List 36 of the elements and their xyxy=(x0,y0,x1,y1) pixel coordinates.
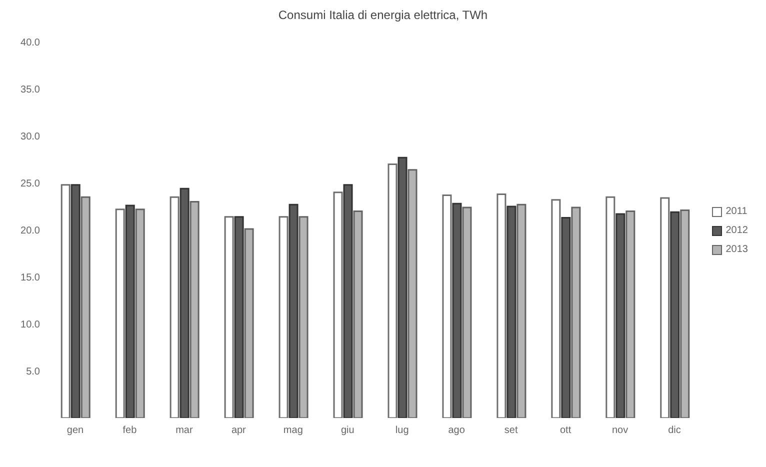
y-tick-label: 40.0 xyxy=(20,38,40,49)
legend-label: 2012 xyxy=(726,225,748,236)
y-tick-label: 5.0 xyxy=(26,366,40,378)
x-tick-label: mag xyxy=(283,425,303,436)
bar xyxy=(388,163,398,418)
legend-label: 2011 xyxy=(726,206,748,217)
bar xyxy=(333,192,343,418)
bar xyxy=(660,197,670,418)
x-tick-label: mar xyxy=(176,425,194,436)
x-tick-label: set xyxy=(504,425,518,436)
x-tick-label: apr xyxy=(231,425,247,436)
x-tick-label: feb xyxy=(122,425,138,436)
bar xyxy=(551,199,561,418)
bar xyxy=(496,194,506,418)
x-tick-label: nov xyxy=(612,425,628,436)
bar xyxy=(170,196,180,418)
x-tick-label: dic xyxy=(668,425,681,436)
bar xyxy=(60,184,70,418)
y-tick-label: 30.0 xyxy=(20,132,40,143)
y-tick-label: 10.0 xyxy=(20,320,40,331)
x-tick-label: lug xyxy=(395,425,409,436)
bar xyxy=(606,196,616,418)
legend-label: 2013 xyxy=(726,244,748,255)
y-tick-label: 35.0 xyxy=(20,84,40,96)
chart-title: Consumi Italia di energia elettrica, TWh xyxy=(277,8,489,22)
y-tick-label: 20.0 xyxy=(20,226,40,237)
y-tick-label: 15.0 xyxy=(20,272,40,284)
bar xyxy=(442,194,452,418)
x-tick-label: ago xyxy=(448,425,466,436)
bar xyxy=(278,216,288,418)
x-tick-label: gen xyxy=(66,425,84,436)
x-tick-label: giu xyxy=(340,425,354,436)
bar xyxy=(224,216,234,418)
x-tick-label: ott xyxy=(560,425,572,436)
bar xyxy=(115,208,125,418)
y-tick-label: 25.0 xyxy=(20,178,40,190)
